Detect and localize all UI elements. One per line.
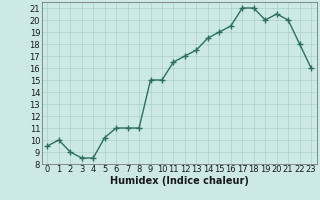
X-axis label: Humidex (Indice chaleur): Humidex (Indice chaleur) (110, 176, 249, 186)
